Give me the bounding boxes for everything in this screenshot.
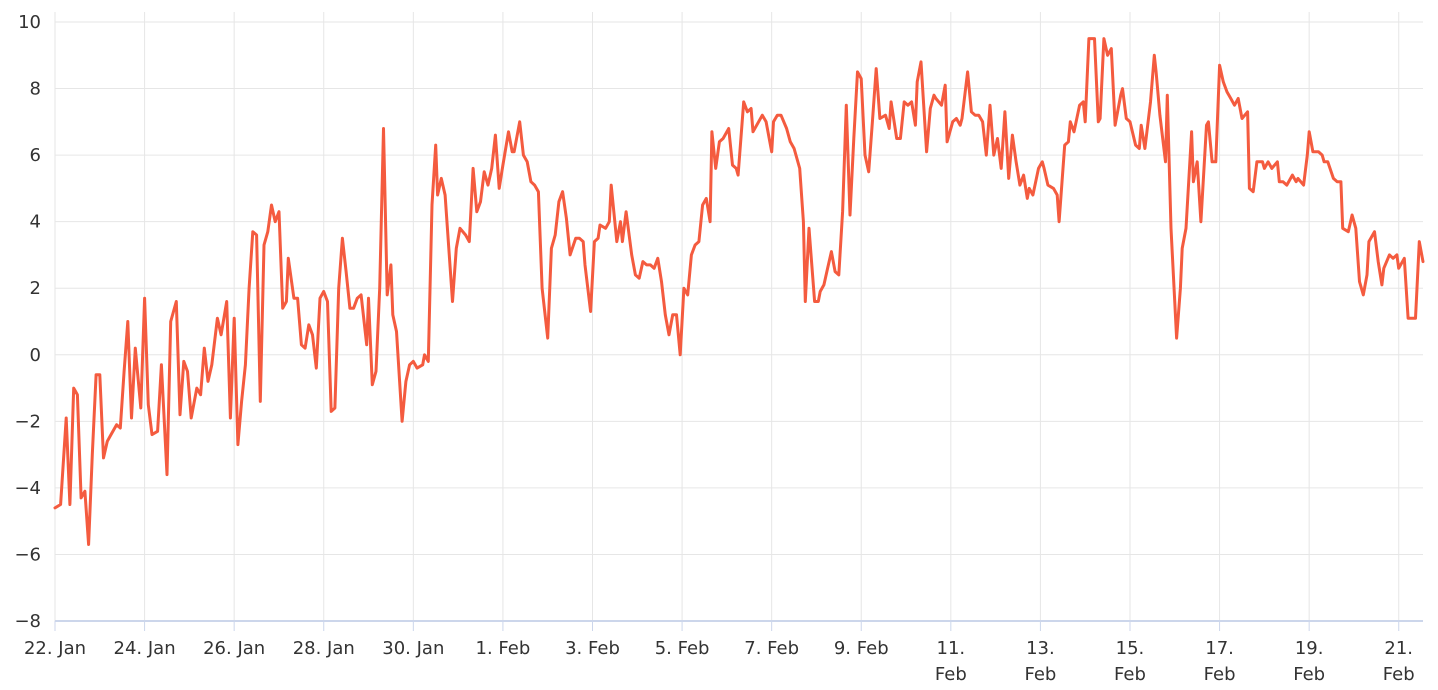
- x-tick-label: 11. Feb: [935, 638, 967, 685]
- x-tick-label: 30. Jan: [382, 638, 444, 659]
- x-tick-label: 24. Jan: [114, 638, 176, 659]
- x-tick-label: 21. Feb: [1383, 638, 1415, 685]
- x-tick-label: 5. Feb: [655, 638, 710, 659]
- y-tick-label: 6: [30, 145, 41, 166]
- x-tick-label: 19. Feb: [1293, 638, 1325, 685]
- x-tick-label: 22. Jan: [24, 638, 86, 659]
- x-tick-label: 7. Feb: [744, 638, 799, 659]
- x-tick-label: 28. Jan: [293, 638, 355, 659]
- y-tick-label: 2: [30, 278, 41, 299]
- y-tick-label: 4: [30, 212, 41, 233]
- y-tick-label: −8: [14, 611, 41, 632]
- x-tick-label: 26. Jan: [203, 638, 265, 659]
- x-tick-label: 3. Feb: [565, 638, 620, 659]
- x-tick-label: 13. Feb: [1024, 638, 1056, 685]
- y-tick-label: 8: [30, 79, 41, 100]
- x-tick-label: 15. Feb: [1114, 638, 1146, 685]
- line: [53, 37, 1425, 546]
- y-tick-label: −2: [14, 411, 41, 432]
- x-tick-label: 17. Feb: [1204, 638, 1236, 685]
- y-tick-label: −4: [14, 478, 41, 499]
- y-tick-label: 10: [18, 12, 41, 33]
- y-tick-label: 0: [30, 345, 41, 366]
- x-tick-label: 1. Feb: [476, 638, 531, 659]
- x-tick-label: 9. Feb: [834, 638, 889, 659]
- y-tick-label: −6: [14, 544, 41, 565]
